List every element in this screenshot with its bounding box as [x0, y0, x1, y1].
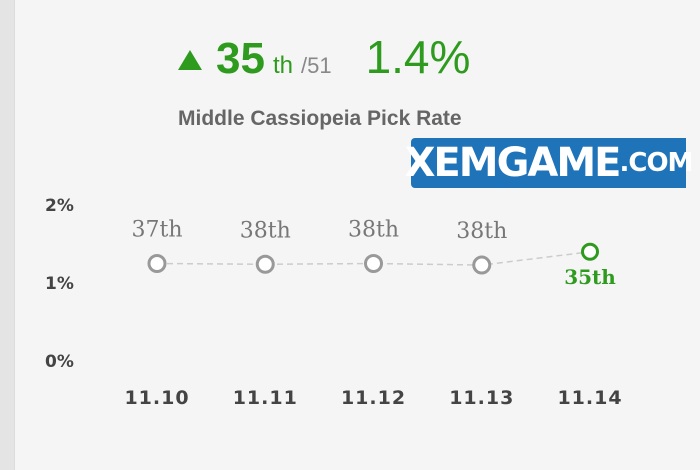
y-tick-label: 0%	[45, 352, 74, 372]
rank-suffix: th	[272, 52, 293, 79]
data-point[interactable]	[255, 254, 275, 274]
watermark-logo: XEMGAME .COM	[405, 138, 693, 188]
point-rank-label: 38th	[456, 219, 507, 244]
pick-rate-series: 37th 38th 38th 38th 35th	[131, 218, 616, 289]
x-tick-label: 11.11	[233, 387, 298, 409]
data-point[interactable]	[364, 254, 383, 273]
watermark-tld: .COM	[619, 148, 693, 178]
y-tick-label: 1%	[45, 274, 74, 294]
rank-header: 35 th /51 1.4%	[178, 30, 470, 90]
x-tick-label: 11.13	[449, 387, 514, 409]
point-rank-label: 37th	[131, 218, 182, 243]
pick-rate-value: 1.4%	[365, 31, 471, 83]
x-tick-label: 11.14	[557, 387, 622, 409]
chart-title: Middle Cassiopeia Pick Rate	[178, 107, 462, 130]
rank-number: 35	[216, 34, 265, 83]
triangle-up-icon	[178, 50, 202, 70]
y-axis: 2% 1% 0%	[45, 196, 74, 372]
x-axis: 11.10 11.11 11.12 11.13 11.14	[124, 387, 622, 409]
current-data-point[interactable]	[581, 242, 599, 261]
y-tick-label: 2%	[45, 196, 74, 216]
series-line	[156, 251, 591, 266]
point-rank-label: 38th	[240, 218, 291, 243]
point-rank-label: 38th	[348, 218, 399, 243]
rank-total: /51	[300, 53, 332, 78]
data-point[interactable]	[472, 255, 492, 275]
data-point[interactable]	[147, 254, 167, 273]
watermark-text: XEMGAME	[404, 140, 622, 186]
x-tick-label: 11.10	[124, 387, 189, 409]
pick-rate-card	[14, 0, 700, 470]
x-tick-label: 11.12	[341, 387, 406, 409]
point-rank-label: 35th	[564, 265, 616, 289]
